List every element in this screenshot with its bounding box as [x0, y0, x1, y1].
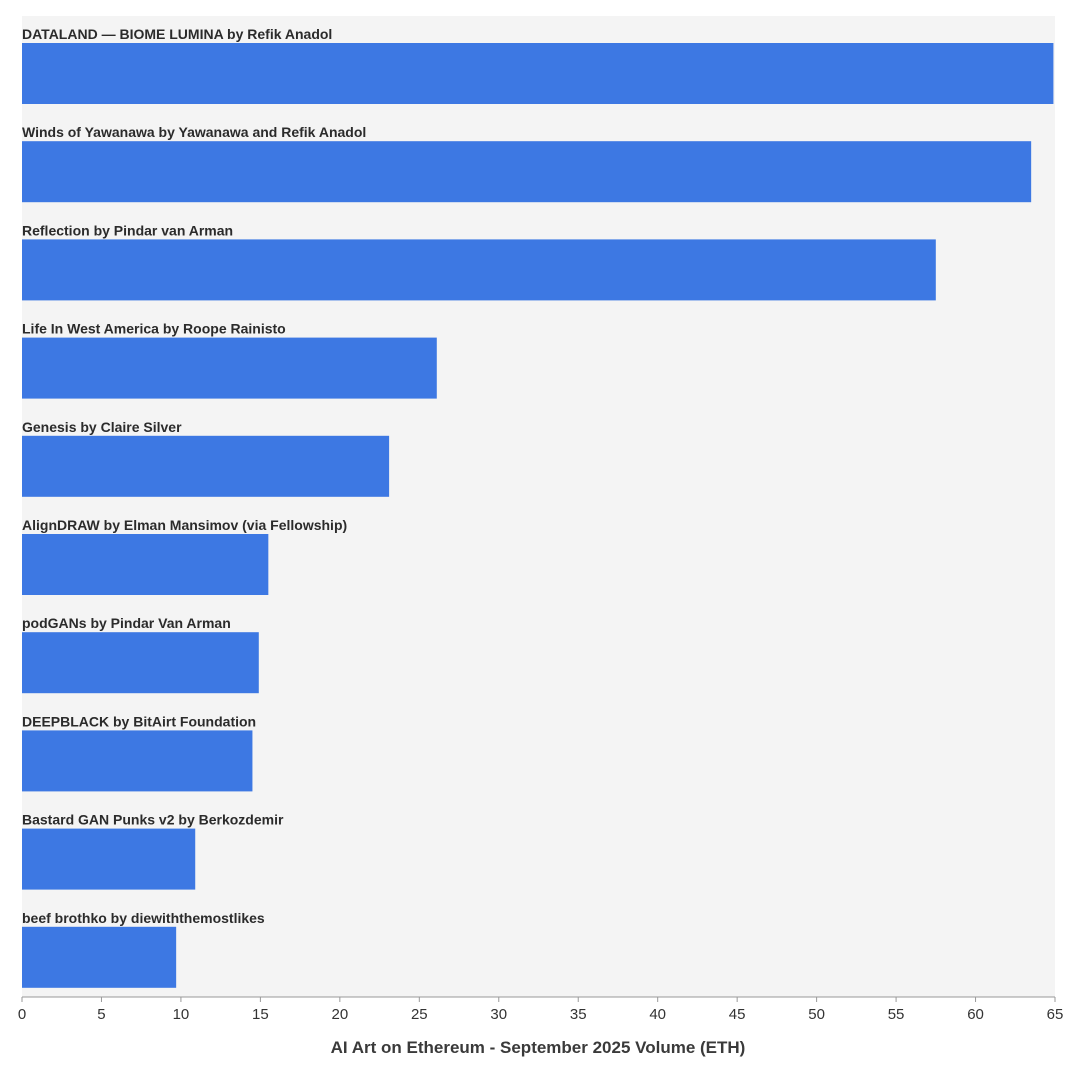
category-label: Genesis by Claire Silver	[22, 419, 182, 435]
category-label: Life In West America by Roope Rainisto	[22, 321, 286, 337]
x-tick-label: 15	[252, 1006, 269, 1023]
category-label: AlignDRAW by Elman Mansimov (via Fellows…	[22, 517, 347, 533]
category-label: DEEPBLACK by BitAirt Foundation	[22, 713, 256, 729]
x-tick-label: 45	[729, 1006, 746, 1023]
x-tick-label: 35	[570, 1006, 587, 1023]
x-axis-ticks-layer: 0 5 10 15 20 25 30 35 40 45 50 55 60 65	[18, 997, 1064, 1023]
bar[interactable]	[22, 141, 1032, 203]
x-tick-label: 0	[18, 1006, 26, 1023]
category-labels-layer: DATALAND — BIOME LUMINA by Refik Anadol W…	[22, 26, 366, 926]
category-label: DATALAND — BIOME LUMINA by Refik Anadol	[22, 26, 332, 42]
x-tick-label: 25	[411, 1006, 428, 1023]
category-label: podGANs by Pindar Van Arman	[22, 615, 231, 631]
category-label: Bastard GAN Punks v2 by Berkozdemir	[22, 812, 284, 828]
x-tick-label: 40	[649, 1006, 666, 1023]
bar[interactable]	[22, 534, 269, 595]
x-tick-label: 20	[332, 1006, 349, 1023]
x-tick-label: 30	[490, 1006, 507, 1023]
x-tick-label: 5	[97, 1006, 105, 1023]
x-tick-label: 10	[173, 1006, 190, 1023]
bar[interactable]	[22, 730, 253, 792]
x-tick-label: 50	[808, 1006, 825, 1023]
category-label: beef brothko by diewiththemostlikes	[22, 910, 265, 926]
bar[interactable]	[22, 632, 259, 694]
x-axis-title: AI Art on Ethereum - September 2025 Volu…	[331, 1038, 746, 1057]
bar[interactable]	[22, 926, 177, 988]
category-label: Winds of Yawanawa by Yawanawa and Refik …	[22, 124, 366, 140]
bar[interactable]	[22, 337, 437, 399]
bars-layer	[22, 43, 1054, 988]
x-tick-label: 60	[967, 1006, 984, 1023]
bar[interactable]	[22, 239, 936, 301]
bar[interactable]	[22, 435, 390, 497]
bar[interactable]	[22, 828, 196, 890]
bar[interactable]	[22, 43, 1054, 104]
x-tick-label: 55	[888, 1006, 905, 1023]
x-tick-label: 65	[1047, 1006, 1064, 1023]
category-label: Reflection by Pindar van Arman	[22, 222, 233, 238]
